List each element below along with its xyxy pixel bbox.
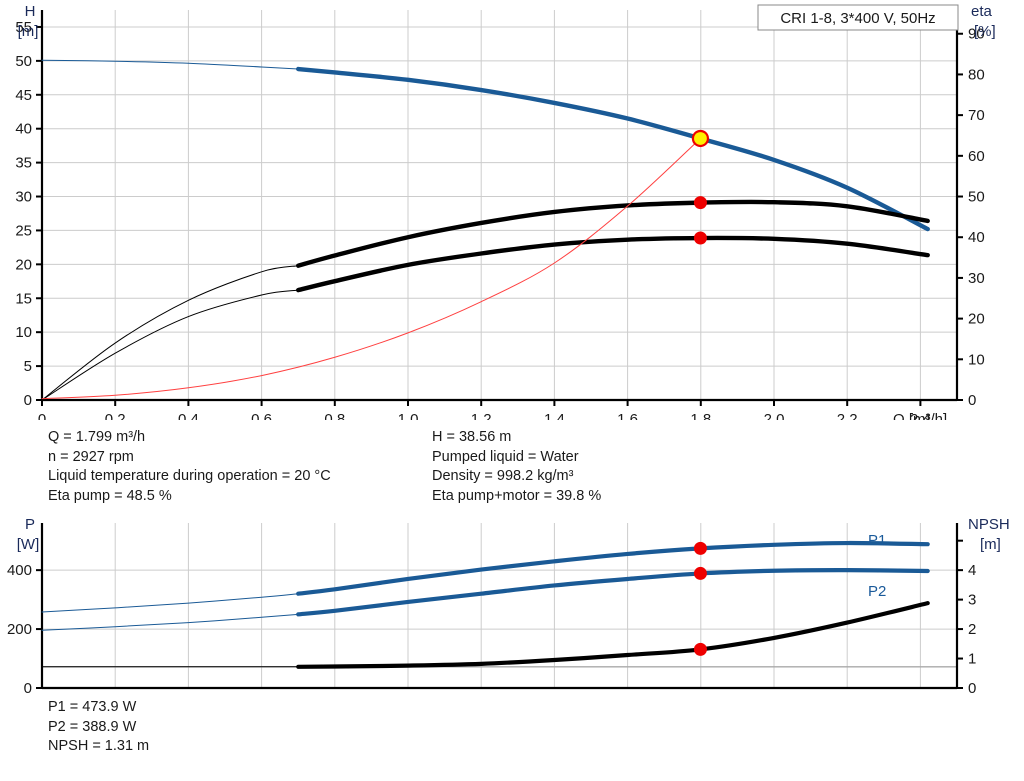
left-axis-title: H	[25, 3, 36, 20]
tick-label-left: 30	[15, 189, 32, 206]
curve-p1-thick	[296, 540, 930, 596]
eta-pump-motor-point-marker	[693, 231, 707, 245]
tick-label-right: 20	[968, 311, 985, 328]
tick-label-x: 0.2	[105, 411, 126, 420]
curve-h-head-curve-thick	[296, 66, 930, 232]
tick-label-x: 1.2	[471, 411, 492, 420]
tick-label-left: 25	[15, 222, 32, 239]
left-axis-unit: [m]	[18, 23, 39, 40]
curve-h-head-curve-thin	[41, 59, 299, 70]
curve-p2-thick	[296, 568, 930, 617]
p2-point-marker	[693, 566, 707, 580]
power-npsh-chart: 0 200 400 0 1 2 3 4 P [W] NPSH [m] P1 P2	[7, 516, 1010, 697]
tick-label-right: 1	[968, 651, 976, 668]
operating-data-left-line-2: Liquid temperature during operation = 20…	[48, 468, 331, 484]
x-axis-title: Q [m³/h]	[893, 411, 947, 420]
tick-label-left: 5	[24, 358, 32, 375]
curve-eta-pump-thick	[296, 199, 930, 268]
tick-label-x: 0	[38, 411, 46, 420]
tick-label-left: 35	[15, 155, 32, 172]
tick-label-right: 2	[968, 621, 976, 638]
curve-eta-pump+motor-thin	[41, 289, 299, 401]
tick-label-right: 30	[968, 270, 985, 287]
upper-axes: 0 5 10 15 20 25 30 35 40 45 50 55 0 10 20 30 40 50 60 70 80 9…	[15, 10, 985, 420]
tick-label-x: 2.0	[764, 411, 785, 420]
curve-system-duty-curve	[41, 137, 701, 400]
curve-eta-pump-thin	[41, 265, 299, 401]
duty-point-marker	[691, 129, 710, 148]
curve-p2-thin	[41, 613, 299, 631]
tick-label-x: 2.2	[837, 411, 858, 420]
tick-label-right: 40	[968, 229, 985, 246]
tick-label-left: 45	[15, 87, 32, 104]
upper-curves	[41, 59, 930, 401]
tick-label-x: 1.8	[690, 411, 711, 420]
tick-label-right: 0	[968, 680, 976, 697]
tick-label-left: 20	[15, 256, 32, 273]
curve-npsh-thick	[296, 601, 930, 669]
operating-data-left-line-1: n = 2927 rpm	[48, 448, 134, 465]
tick-label-x: 1.0	[398, 411, 419, 420]
power-data-line-1: P2 = 388.9 W	[48, 718, 137, 735]
tick-label-right: 4	[968, 562, 976, 579]
operating-data-left-line-0: Q = 1.799 m³/h	[48, 429, 146, 445]
tick-label-x: 1.6	[617, 411, 638, 420]
operating-data-right-line-3: Eta pump+motor = 39.8 %	[432, 487, 602, 504]
tick-label-right: 0	[968, 392, 976, 409]
tick-label-x: 2.4	[910, 411, 931, 420]
operating-data-left-line-3: Eta pump = 48.5 %	[48, 487, 172, 504]
eta-pump-point-marker	[693, 196, 707, 210]
title-box: CRI 1-8, 3*400 V, 50Hz	[757, 4, 959, 31]
upper-markers	[691, 129, 710, 245]
tick-label-left: 10	[15, 324, 32, 341]
right-axis-unit: [%]	[974, 23, 996, 40]
lower-axes: 0 200 400 0 1 2 3 4	[7, 523, 976, 697]
operating-data-right-line-2: Density = 998.2 kg/m³	[432, 468, 574, 484]
tick-label-left: 0	[24, 680, 32, 697]
tick-label-left: 50	[15, 53, 32, 70]
lower-curves	[41, 540, 930, 669]
left-axis-title: P	[25, 516, 35, 533]
tick-label-x: 0.4	[178, 411, 199, 420]
head-eta-chart: 0 5 10 15 20 25 30 35 40 45 50 55 0 10 20 30 40 50 60 70 80 9…	[15, 3, 996, 420]
left-axis-unit: [W]	[17, 536, 40, 553]
title-box-bg	[757, 4, 959, 31]
series-label-p2: P2	[868, 583, 886, 600]
p1-point-marker	[693, 541, 707, 555]
tick-label-right: 3	[968, 592, 976, 609]
tick-label-right: 60	[968, 148, 985, 165]
tick-label-left: 55	[15, 19, 32, 36]
tick-label-x: 0.8	[324, 411, 345, 420]
npsh-point-marker	[693, 642, 707, 656]
operating-data-right-line-1: Pumped liquid = Water	[432, 448, 579, 465]
tick-label-right: 10	[968, 351, 985, 368]
lower-markers	[693, 541, 707, 656]
power-data-line-0: P1 = 473.9 W	[48, 699, 137, 715]
series-label-p1: P1	[868, 532, 886, 549]
tick-label-left: 400	[7, 562, 32, 579]
tick-label-right: 50	[968, 189, 985, 206]
curve-eta-pump+motor-thick	[296, 235, 930, 293]
right-axis-unit: [m]	[980, 536, 1001, 553]
right-axis-title: NPSH	[968, 516, 1010, 533]
tick-label-right: 90	[968, 26, 985, 43]
curve-p1-thin	[41, 593, 299, 613]
tick-label-left: 0	[24, 392, 32, 409]
tick-label-left: 200	[7, 621, 32, 638]
right-axis-title: eta	[971, 3, 993, 20]
tick-label-x: 0.6	[251, 411, 272, 420]
power-data: P1 = 473.9 W P2 = 388.9 W NPSH = 1.31 m	[48, 698, 149, 757]
tick-label-left: 40	[15, 121, 32, 138]
tick-label-right: 80	[968, 66, 985, 83]
title-box-label: CRI 1-8, 3*400 V, 50Hz	[780, 10, 935, 27]
power-data-line-2: NPSH = 1.31 m	[48, 738, 150, 754]
operating-data-left: Q = 1.799 m³/h n = 2927 rpm Liquid tempe…	[48, 428, 331, 506]
operating-data-right: H = 38.56 m Pumped liquid = Water Densit…	[432, 428, 601, 506]
tick-label-right: 70	[968, 107, 985, 124]
tick-label-x: 1.4	[544, 411, 565, 420]
operating-data-right-line-0: H = 38.56 m	[432, 429, 512, 445]
tick-label-left: 15	[15, 290, 32, 307]
